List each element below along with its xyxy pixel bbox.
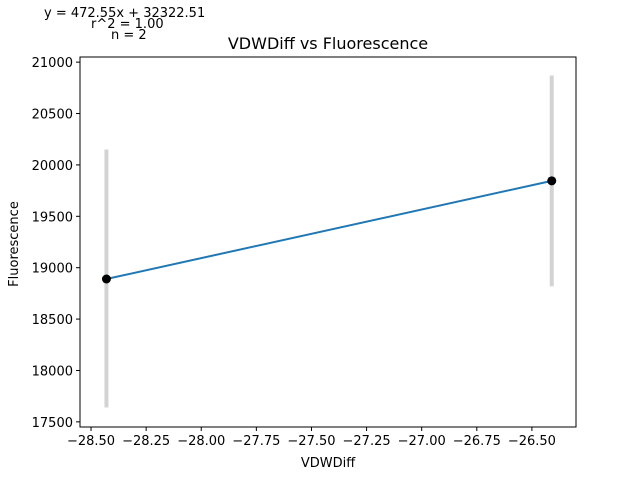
r-squared-annotation: r^2 = 1.00	[91, 17, 164, 32]
x-tick-label: −28.50	[67, 434, 115, 449]
y-tick-label: 17500	[32, 416, 73, 431]
sample-size-annotation: n = 2	[111, 28, 147, 43]
x-tick-label: −27.75	[232, 434, 280, 449]
x-tick-label: −28.00	[177, 434, 225, 449]
y-tick-label: 18500	[32, 313, 73, 328]
y-axis-label: Fluorescence	[7, 201, 22, 287]
x-tick-label: −26.75	[453, 434, 501, 449]
y-axis-ticks: 17500 18000 18500 19000 19500 20000 20500 21000	[32, 56, 80, 431]
x-axis-label: VDWDiff	[301, 456, 356, 471]
y-tick-label: 20500	[32, 108, 73, 123]
y-tick-label: 18000	[32, 364, 73, 379]
x-tick-label: −27.50	[287, 434, 335, 449]
data-point-2	[547, 176, 557, 186]
chart-title: VDWDiff vs Fluorescence	[228, 34, 428, 53]
y-tick-label: 21000	[32, 56, 73, 71]
data-point-1	[101, 274, 111, 284]
fit-equation-annotation: y = 472.55x + 32322.51	[44, 6, 205, 21]
x-axis-ticks: −28.50 −28.25 −28.00 −27.75 −27.50 −27.25 −27.…	[67, 427, 556, 449]
x-tick-label: −26.50	[508, 434, 556, 449]
x-tick-label: −27.00	[398, 434, 446, 449]
plot-frame	[79, 56, 577, 428]
x-tick-label: −27.25	[343, 434, 391, 449]
plot-area	[101, 75, 557, 408]
y-tick-label: 19500	[32, 210, 73, 225]
fit-line	[106, 179, 552, 280]
y-tick-label: 19000	[32, 262, 73, 277]
x-tick-label: −28.25	[122, 434, 170, 449]
y-tick-label: 20000	[32, 159, 73, 174]
